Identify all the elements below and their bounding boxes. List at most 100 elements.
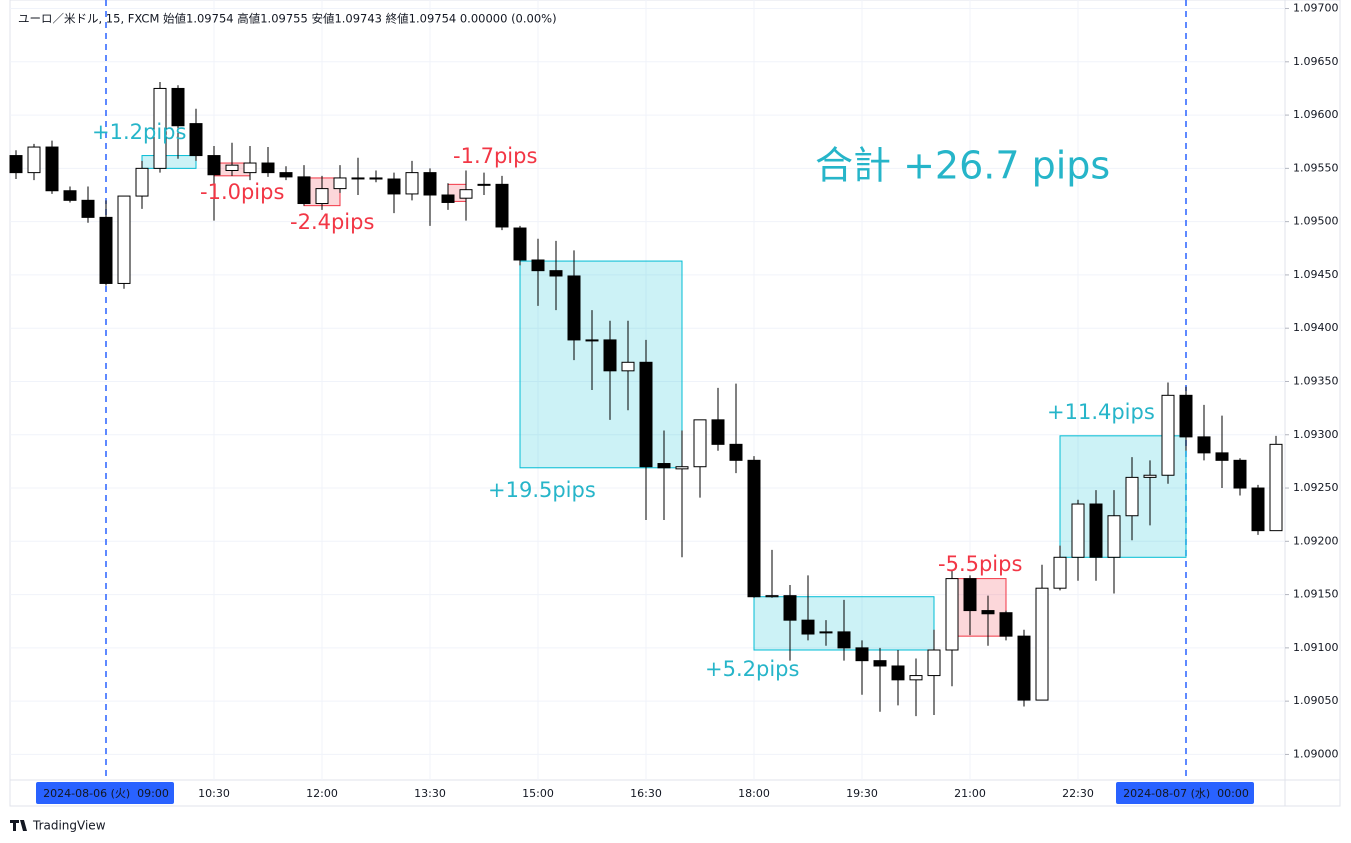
candle-body [567, 275, 581, 341]
candle-body [1179, 394, 1193, 438]
candle-body [783, 595, 797, 621]
grid [10, 0, 1289, 780]
y-tick-label: 1.09200 [1293, 534, 1339, 547]
candle-body [801, 619, 815, 635]
candle-body [855, 647, 869, 662]
total: 合計 +26.7 pips [815, 144, 1110, 188]
date-chip [36, 782, 174, 804]
candle-body [297, 176, 311, 205]
candle-body [837, 631, 851, 649]
candle-body [387, 178, 401, 195]
candle-body [747, 459, 761, 598]
candle-body [225, 164, 239, 171]
x-tick-label: 19:30 [846, 787, 878, 800]
candle-body [531, 259, 545, 272]
candle-body [189, 123, 203, 157]
candle-body [27, 146, 41, 174]
candle-body [585, 339, 599, 342]
x-tick-label: 21:00 [954, 787, 986, 800]
candle-body [117, 195, 131, 284]
candle-body [171, 87, 185, 127]
y-tick-label: 1.09550 [1293, 161, 1339, 174]
candle-body [1215, 452, 1229, 461]
y-tick-label: 1.09050 [1293, 694, 1339, 707]
candle-body [63, 190, 77, 201]
candle-body [621, 361, 635, 372]
trade-label: -5.5pips [938, 552, 1022, 576]
candle-body [477, 183, 491, 186]
candle-body [513, 227, 527, 261]
candle-body [315, 188, 329, 205]
y-tick-label: 1.09700 [1293, 2, 1339, 15]
candle-body [1197, 436, 1211, 454]
y-tick-label: 1.09350 [1293, 374, 1339, 387]
candle-body [711, 419, 725, 445]
candle-body [423, 172, 437, 196]
candle-body [1053, 556, 1067, 589]
x-tick-label: 13:30 [414, 787, 446, 800]
trade-label: +19.5pips [488, 478, 596, 502]
y-tick-label: 1.09100 [1293, 641, 1339, 654]
candle-body [1251, 487, 1265, 532]
candle-body [909, 675, 923, 681]
trade-label: -1.0pips [200, 180, 284, 204]
candle-body [1035, 587, 1049, 701]
candle-body [549, 270, 563, 277]
x-tick-label: 18:00 [738, 787, 770, 800]
candle-body [1269, 443, 1283, 532]
candle-body [351, 177, 365, 180]
candle-body [981, 610, 995, 615]
candle-body [873, 660, 887, 667]
candle-body [1071, 503, 1085, 558]
candle-body [891, 665, 905, 681]
y-tick-label: 1.09500 [1293, 215, 1339, 228]
x-tick-label: 22:30 [1062, 787, 1094, 800]
y-tick-label: 1.09150 [1293, 588, 1339, 601]
candle-body [927, 649, 941, 677]
candle-body [261, 162, 275, 174]
y-tick-label: 1.09450 [1293, 268, 1339, 281]
candle-body [135, 167, 149, 197]
x-tick-label: 15:00 [522, 787, 554, 800]
candle-body [1233, 459, 1247, 489]
candle-body [279, 172, 293, 178]
x-tick-label: 12:00 [306, 787, 338, 800]
y-tick-label: 1.09400 [1293, 321, 1339, 334]
candle-body [1107, 515, 1121, 558]
candle-body [459, 189, 473, 199]
x-tick-label: 2024-08-07 (水) 00:00 [1123, 787, 1249, 800]
y-tick-label: 1.09650 [1293, 55, 1339, 68]
logo-icon [10, 820, 27, 831]
x-tick-label: 10:30 [198, 787, 230, 800]
candle-body [99, 216, 113, 284]
legend: ユーロ／米ドル, 15, FXCM 始値1.09754 高値1.09755 安値… [18, 12, 557, 26]
candle-body [657, 463, 671, 469]
candle-body [495, 183, 509, 228]
candle-body [603, 339, 617, 372]
candle-body [675, 466, 689, 470]
candle-body [369, 177, 383, 180]
trade-label: -1.7pips [453, 144, 537, 168]
candle-body [9, 155, 23, 174]
candle-body [1161, 394, 1175, 476]
candle-body [963, 578, 977, 612]
y-tick-label: 1.09300 [1293, 428, 1339, 441]
trade-label: +1.2pips [92, 120, 186, 144]
brand: TradingView [32, 819, 106, 833]
candle-body [693, 419, 707, 468]
y-tick-label: 1.09000 [1293, 747, 1339, 760]
candle-body [243, 162, 257, 174]
candle-body [405, 172, 419, 195]
y-tick-label: 1.09250 [1293, 481, 1339, 494]
x-tick-label: 2024-08-06 (火) 09:00 [43, 787, 169, 800]
candle-body [1125, 476, 1139, 517]
labels: 1.09000 1.09050 1.09100 1.09150 1.09200 1.092… [36, 2, 1339, 804]
candle-body [441, 194, 455, 203]
candle-body [639, 361, 653, 468]
candle-body [207, 155, 221, 176]
y-tick-label: 1.09600 [1293, 108, 1339, 121]
candle-body [729, 443, 743, 461]
trade-box [519, 260, 683, 469]
candle-body [153, 87, 167, 169]
